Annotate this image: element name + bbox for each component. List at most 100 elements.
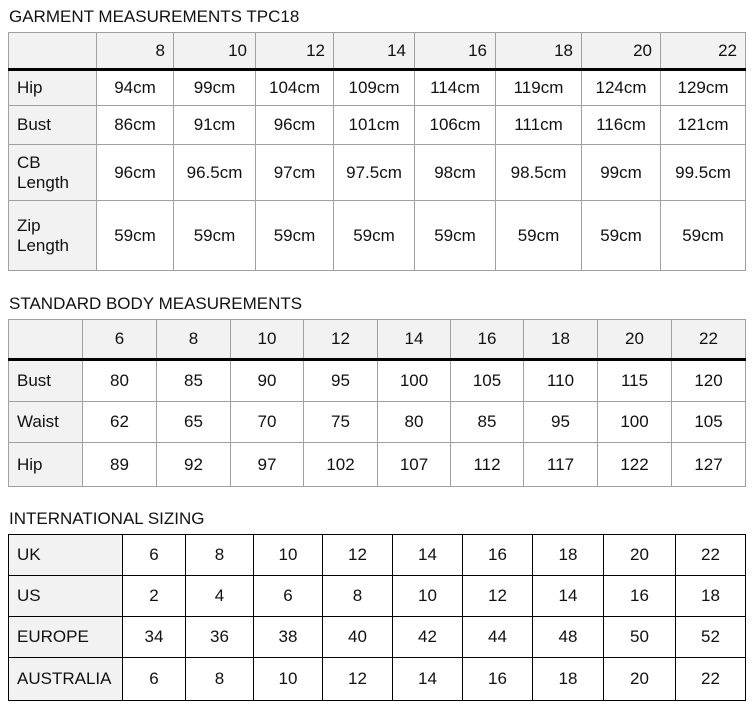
value-cell: 86cm (96, 105, 174, 145)
size-header: 8 (96, 32, 174, 71)
value-cell: 8 (185, 534, 254, 576)
size-header: 18 (495, 32, 582, 71)
value-cell: 59cm (414, 200, 496, 271)
value-cell: 85 (156, 359, 231, 402)
value-cell: 80 (377, 401, 451, 443)
value-cell: 90 (230, 359, 304, 402)
value-cell: 59cm (495, 200, 582, 271)
value-cell: 70 (230, 401, 304, 443)
table-row: Waist 62 65 70 75 80 85 95 100 105 (8, 401, 746, 443)
value-cell: 22 (675, 657, 746, 701)
value-cell: 22 (675, 534, 746, 576)
value-cell: 59cm (660, 200, 746, 271)
row-label: AUSTRALIA (8, 657, 123, 701)
row-label: US (8, 575, 123, 617)
value-cell: 59cm (255, 200, 334, 271)
value-cell: 85 (450, 401, 524, 443)
header-row: 6 8 10 12 14 16 18 20 22 (8, 319, 746, 361)
value-cell: 65 (156, 401, 231, 443)
row-label: UK (8, 534, 123, 576)
row-label: Bust (8, 359, 83, 402)
value-cell: 124cm (581, 69, 661, 106)
body-measurements-table: 6 8 10 12 14 16 18 20 22 Bust 80 85 90 95 100 105 110 115… (8, 319, 746, 487)
value-cell: 96cm (255, 105, 334, 145)
size-header: 8 (156, 319, 231, 361)
value-cell: 117 (523, 442, 598, 487)
value-cell: 94cm (96, 69, 174, 106)
value-cell: 59cm (96, 200, 174, 271)
value-cell: 59cm (173, 200, 256, 271)
row-label: Bust (8, 105, 97, 145)
size-header: 10 (173, 32, 256, 71)
value-cell: 2 (122, 575, 186, 617)
value-cell: 114cm (414, 69, 496, 106)
value-cell: 14 (392, 534, 463, 576)
table-row: Hip 94cm 99cm 104cm 109cm 114cm 119cm 124cm 129c… (8, 69, 746, 106)
value-cell: 10 (392, 575, 463, 617)
value-cell: 16 (462, 534, 533, 576)
size-header: 22 (671, 319, 746, 361)
size-header: 16 (450, 319, 524, 361)
size-header: 14 (377, 319, 451, 361)
value-cell: 62 (82, 401, 157, 443)
value-cell: 116cm (581, 105, 661, 145)
value-cell: 99cm (581, 144, 661, 201)
value-cell: 20 (603, 657, 676, 701)
size-header: 6 (82, 319, 157, 361)
value-cell: 8 (185, 657, 254, 701)
value-cell: 38 (253, 616, 323, 658)
value-cell: 44 (462, 616, 533, 658)
value-cell: 104cm (255, 69, 334, 106)
value-cell: 40 (322, 616, 393, 658)
garment-measurements-table: 8 10 12 14 16 18 20 22 Hip 94cm 99cm 104cm 109cm 114c… (8, 32, 746, 271)
value-cell: 80 (82, 359, 157, 402)
table-row: CB Length 96cm 96.5cm 97cm 97.5cm 98cm 98.5cm 9… (8, 144, 746, 201)
value-cell: 16 (462, 657, 533, 701)
size-header: 12 (255, 32, 334, 71)
value-cell: 4 (185, 575, 254, 617)
body-title: STANDARD BODY MEASUREMENTS (9, 294, 303, 313)
row-label: CB Length (8, 144, 97, 201)
value-cell: 99.5cm (660, 144, 746, 201)
value-cell: 97cm (255, 144, 334, 201)
value-cell: 36 (185, 616, 254, 658)
value-cell: 129cm (660, 69, 746, 106)
value-cell: 110 (523, 359, 598, 402)
value-cell: 101cm (333, 105, 415, 145)
size-header: 18 (523, 319, 598, 361)
value-cell: 14 (392, 657, 463, 701)
value-cell: 105 (671, 401, 746, 443)
value-cell: 95 (303, 359, 378, 402)
value-cell: 96.5cm (173, 144, 256, 201)
size-header: 16 (414, 32, 496, 71)
garment-title: GARMENT MEASUREMENTS TPC18 (9, 7, 300, 26)
table-row: US 2 4 6 8 10 12 14 16 18 (8, 575, 746, 617)
value-cell: 100 (377, 359, 451, 402)
value-cell: 89 (82, 442, 157, 487)
value-cell: 96cm (96, 144, 174, 201)
table-row: Bust 80 85 90 95 100 105 110 115 120 (8, 359, 746, 402)
value-cell: 59cm (581, 200, 661, 271)
table-row: Bust 86cm 91cm 96cm 101cm 106cm 111cm 116cm 121c… (8, 105, 746, 145)
row-label: Hip (8, 69, 97, 106)
value-cell: 34 (122, 616, 186, 658)
row-label: Waist (8, 401, 83, 443)
value-cell: 10 (253, 657, 323, 701)
row-label: Hip (8, 442, 83, 487)
value-cell: 119cm (495, 69, 582, 106)
value-cell: 122 (597, 442, 672, 487)
value-cell: 52 (675, 616, 746, 658)
table-row: AUSTRALIA 6 8 10 12 14 16 18 20 22 (8, 657, 746, 701)
value-cell: 120 (671, 359, 746, 402)
size-header: 20 (597, 319, 672, 361)
value-cell: 10 (253, 534, 323, 576)
table-row: Hip 89 92 97 102 107 112 117 122 127 (8, 442, 746, 487)
value-cell: 6 (122, 534, 186, 576)
corner-cell (8, 32, 97, 71)
value-cell: 97.5cm (333, 144, 415, 201)
table-row: UK 6 8 10 12 14 16 18 20 22 (8, 534, 746, 576)
value-cell: 102 (303, 442, 378, 487)
value-cell: 18 (532, 534, 604, 576)
value-cell: 99cm (173, 69, 256, 106)
value-cell: 6 (253, 575, 323, 617)
